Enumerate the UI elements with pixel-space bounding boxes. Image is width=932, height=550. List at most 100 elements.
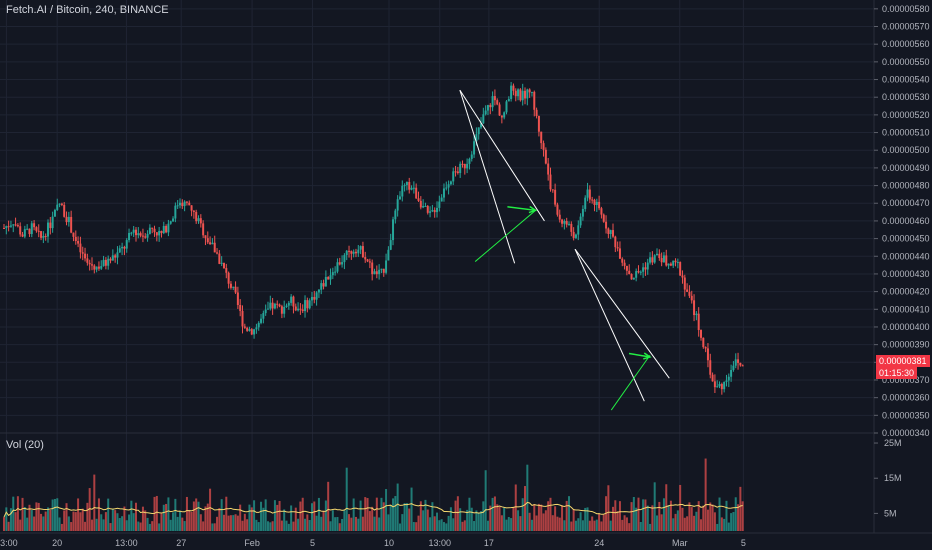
volume-bar [658,501,661,531]
volume-bar [591,516,594,531]
volume-bar [510,518,513,531]
grid-lines [0,0,874,531]
candle-body [264,309,267,314]
volume-bar [218,508,221,531]
volume-bar [480,511,483,531]
candle-body [174,205,177,219]
volume-bar [382,502,385,531]
volume-bar [213,523,216,531]
volume-bar [86,502,89,531]
volume-bar [239,504,242,531]
candle-body [271,302,274,309]
volume-bar [148,523,151,531]
trend-line[interactable] [574,248,645,402]
green-trend-line[interactable] [474,209,536,262]
candle-body [433,210,436,213]
volume-bar [551,515,554,531]
candle-body [125,240,128,249]
candle-body [593,199,596,206]
volume-bar [301,497,304,531]
volume-bar [192,501,195,531]
volume-bar [408,508,411,531]
y-tick-label: 0.00000440 [882,251,930,261]
volume-bar [706,509,709,531]
volume-bar [234,514,237,531]
volume-bar [737,504,740,531]
candle-body [408,182,411,190]
candle-body [459,163,462,174]
volume-bar [123,506,126,531]
green-arrow-head [643,352,652,360]
candle-body [338,262,341,265]
price-axis[interactable]: 0.00000340 0.00000350 0.00000360 0.00000370… [874,4,930,438]
volume-bar [581,520,584,531]
candle-body [37,230,40,232]
volume-bar [306,514,309,531]
candle-body [491,96,494,108]
volume-bar [107,498,110,531]
volume-bar [334,517,337,531]
candle-body [512,85,515,91]
candle-body [570,223,573,232]
candle-body [257,322,260,328]
y-tick-label: 0.00000560 [882,39,930,49]
candle-body [216,252,219,254]
candle-body [524,90,527,99]
volume-bar [720,517,723,531]
volume-bar [438,520,441,531]
candle-body [625,265,628,271]
y-tick-label: 0.00000390 [882,340,930,350]
candle-body [653,255,656,263]
candle-body [517,89,520,97]
candle-body [526,89,529,99]
volume-bar [398,523,401,531]
volume-bar [498,506,501,531]
volume-bar [121,516,124,531]
volume-bar [681,507,684,531]
candle-body [544,149,547,164]
candle-body [461,163,464,165]
candle-body [262,313,265,319]
volume-bar [473,521,476,531]
volume-bar [447,515,450,531]
candle-body [248,329,251,331]
candle-body [327,276,330,280]
volume-bar [635,507,638,531]
green-arrow[interactable] [628,352,651,358]
volume-bar [422,510,425,531]
candle-body [533,91,536,110]
candle-body [121,246,124,249]
volume-bar [491,497,494,531]
green-trend-line[interactable] [610,354,651,411]
time-axis[interactable]: 13:00 20 13:00 27 Feb 5 10 13:00 17 24 Mar 5 [0,538,746,548]
volume-bar [528,512,531,531]
y-tick-label: 0.00000490 [882,163,930,173]
green-arrow[interactable] [507,206,536,212]
volume-bar [359,500,362,531]
volume-bar [176,516,179,531]
volume-bar [405,503,408,531]
trend-line[interactable] [459,89,545,222]
volume-bar [690,507,693,531]
volume-bar [554,506,557,531]
trend-line[interactable] [574,248,670,379]
candle-body [602,214,605,222]
candle-body [352,251,355,254]
volume-bar [723,518,726,531]
volume-bar [711,504,714,531]
candle-body [505,101,508,113]
x-tick-label: Mar [672,538,688,548]
volume-bar [433,516,436,531]
volume-bar [521,498,524,531]
candle-body [234,286,237,293]
y-tick-label: 0.00000360 [882,393,930,403]
volume-bar [299,501,302,531]
trend-line[interactable] [459,89,516,264]
candle-body [60,203,63,205]
candle-body [486,105,489,111]
volume-bar [264,499,267,531]
volume-bar [442,522,445,531]
candle-body [503,112,506,118]
volume-bar [570,521,573,531]
